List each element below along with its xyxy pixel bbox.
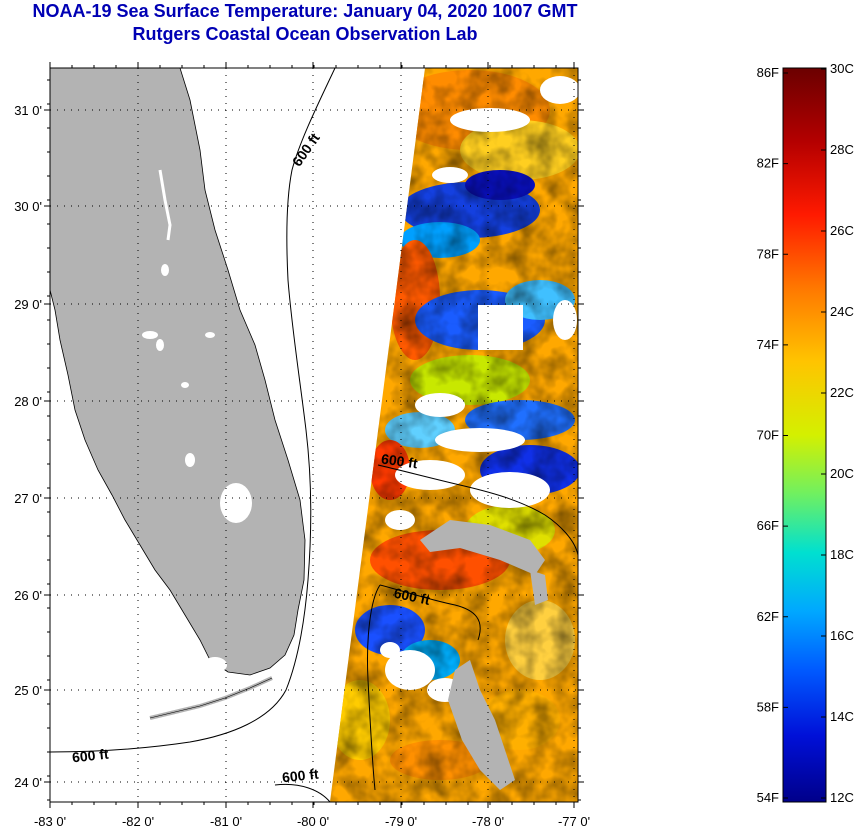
colorbar-f-label: 78F [757,246,779,261]
colorbar-gradient [782,67,827,803]
contour-label-3: 600 ft [392,585,431,608]
colorbar-c-label: 20C [830,466,854,481]
contour-south [274,783,331,802]
graticule [44,62,584,808]
longitude-axis: -83 0' -82 0' -81 0' -80 0' -79 0' -78 0' -77 … [34,814,590,829]
colorbar-c-label: 18C [830,547,854,562]
contour-bahamas-south [367,584,481,791]
colorbar-f-label: 62F [757,609,779,624]
lon-tick-label: -83 0' [34,814,66,829]
colorbar-f-label: 82F [757,156,779,171]
colorbar: 86F 82F 78F 74F 70F 66F 62F 58F 54F 30C 28C 26C 24C… [757,61,854,805]
cloud-mask [380,76,578,702]
figure-title: NOAA-19 Sea Surface Temperature: January… [0,0,610,46]
colorbar-c-label: 26C [830,223,854,238]
florida-peninsula [50,68,306,676]
florida-land [50,68,306,720]
contour-label-5: 600 ft [281,766,319,786]
colorbar-f-label: 66F [757,518,779,533]
lake-okeechobee [220,483,252,523]
lon-tick-label: -81 0' [210,814,242,829]
contour-bahamas-north [377,464,578,556]
colorbar-c-label: 30C [830,61,854,76]
contour-label-2: 600 ft [380,450,419,471]
lat-tick-label: 28 0' [14,394,42,409]
colorbar-f-label: 74F [757,337,779,352]
lon-tick-label: -79 0' [385,814,417,829]
colorbar-f-label: 86F [757,65,779,80]
colorbar-c-label: 24C [830,304,854,319]
lat-tick-label: 27 0' [14,491,42,506]
latitude-axis: 31 0' 30 0' 29 0' 28 0' 27 0' 26 0' 25 0' 24 0' [14,103,42,790]
colorbar-c-label: 28C [830,142,854,157]
lat-tick-label: 25 0' [14,683,42,698]
colorbar-f-label: 58F [757,699,779,714]
title-line-2: Rutgers Coastal Ocean Observation Lab [132,24,478,44]
lat-tick-label: 26 0' [14,588,42,603]
lon-tick-label: -77 0' [558,814,590,829]
lat-tick-label: 29 0' [14,297,42,312]
lon-tick-label: -80 0' [297,814,329,829]
lat-tick-label: 30 0' [14,199,42,214]
colorbar-c-label: 14C [830,709,854,724]
colorbar-c-label: 12C [830,790,854,805]
lat-tick-label: 31 0' [14,103,42,118]
bahamas-islands [420,520,548,790]
title-line-1: NOAA-19 Sea Surface Temperature: January… [32,1,578,21]
lon-tick-label: -78 0' [472,814,504,829]
colorbar-f-label: 54F [757,790,779,805]
map-plot-area: 600 ft 600 ft 600 ft 600 ft 600 ft [49,67,579,803]
lat-tick-label: 24 0' [14,775,42,790]
contour-atlantic [50,68,336,753]
contour-label-4: 600 ft [71,746,109,766]
lon-tick-label: -82 0' [122,814,154,829]
colorbar-celsius-labels: 30C 28C 26C 24C 22C 20C 18C 16C 14C 12C [821,61,854,805]
colorbar-fahrenheit-labels: 86F 82F 78F 74F 70F 66F 62F 58F 54F [757,65,788,805]
colorbar-f-label: 70F [757,428,779,443]
isobath-contours [50,68,578,802]
colorbar-c-label: 22C [830,385,854,400]
colorbar-c-label: 16C [830,628,854,643]
